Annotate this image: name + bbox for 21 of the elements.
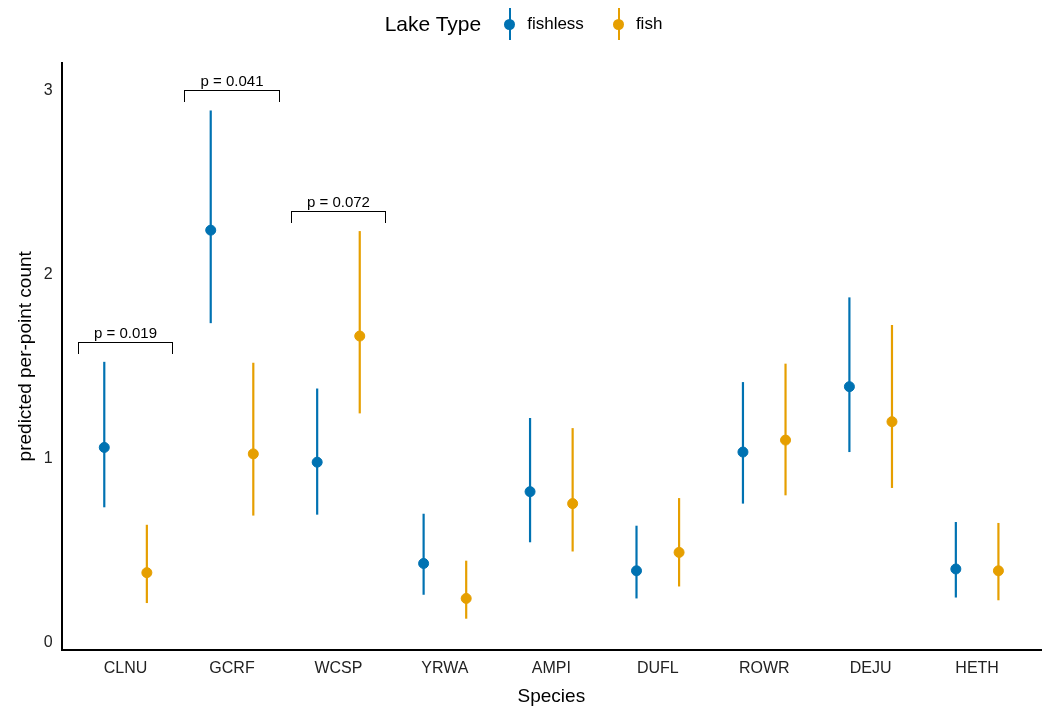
- legend-label: fish: [635, 14, 663, 34]
- x-tick-label: HETH: [955, 659, 999, 677]
- y-tick-label: 3: [43, 80, 53, 98]
- x-tick-label: DUFL: [636, 659, 679, 677]
- y-tick-label: 0: [43, 633, 53, 651]
- annotation: p = 0.072: [306, 193, 370, 211]
- x-tick-label: DEJU: [849, 659, 892, 677]
- y-axis-title: predicted per-point count: [13, 250, 35, 462]
- annotation: p = 0.019: [94, 323, 158, 341]
- legend-label: fishless: [527, 14, 584, 34]
- x-tick-label: CLNU: [103, 659, 148, 677]
- x-tick-label: ROWR: [738, 659, 790, 677]
- x-tick-label: GCRF: [209, 659, 255, 677]
- legend-title: Lake Type: [384, 12, 482, 36]
- y-tick-label: 2: [43, 264, 53, 282]
- x-tick-label: YRWA: [421, 659, 469, 677]
- x-tick-label: AMPI: [531, 659, 571, 677]
- y-tick-label: 1: [43, 448, 53, 466]
- annotation: p = 0.041: [200, 72, 264, 90]
- x-tick-label: WCSP: [314, 659, 363, 677]
- x-axis-title: Species: [517, 684, 586, 706]
